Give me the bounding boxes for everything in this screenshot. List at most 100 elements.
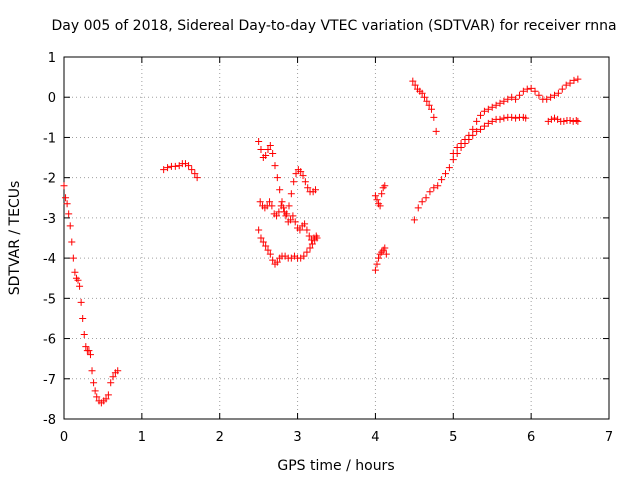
- data-point: [574, 75, 582, 83]
- data-point: [477, 111, 485, 119]
- data-point: [85, 347, 93, 355]
- data-point: [255, 226, 263, 234]
- data-point: [512, 95, 520, 103]
- data-point: [276, 186, 284, 194]
- data-point: [306, 244, 314, 252]
- plot-frame: [63, 56, 610, 420]
- data-point: [376, 202, 384, 210]
- data-point: [488, 117, 496, 125]
- data-point: [93, 393, 101, 401]
- y-tick-label: -5: [43, 292, 56, 307]
- data-point: [191, 170, 199, 178]
- data-point: [551, 91, 558, 99]
- data-point: [273, 212, 281, 220]
- data-point: [560, 117, 568, 125]
- data-point: [382, 250, 390, 258]
- data-point: [290, 178, 298, 186]
- data-point: [296, 226, 304, 234]
- data-point: [289, 212, 297, 220]
- data-point: [473, 127, 481, 135]
- data-point: [375, 254, 383, 262]
- data-point: [76, 282, 84, 290]
- data-point: [523, 85, 531, 93]
- data-point: [266, 250, 274, 258]
- data-point: [109, 373, 117, 381]
- data-point: [66, 222, 74, 230]
- data-point: [255, 137, 263, 145]
- data-point: [438, 176, 446, 184]
- data-point: [461, 135, 469, 143]
- y-axis-label: SDTVAR / TECUs: [7, 181, 23, 296]
- x-tick-label: 3: [293, 430, 301, 445]
- data-point: [299, 172, 307, 180]
- data-point: [311, 186, 319, 194]
- data-point: [500, 97, 508, 105]
- data-point: [273, 258, 281, 266]
- data-point: [562, 81, 570, 89]
- data-point: [292, 170, 300, 178]
- data-point: [422, 194, 430, 202]
- data-point: [371, 192, 379, 200]
- x-tick-label: 0: [60, 430, 68, 445]
- data-point: [465, 131, 473, 139]
- data-point: [91, 387, 99, 395]
- data-point: [535, 91, 543, 99]
- data-point: [519, 87, 527, 95]
- y-tick-label: -1: [43, 131, 56, 146]
- data-point: [432, 127, 440, 135]
- data-point: [373, 196, 381, 204]
- data-point: [527, 84, 535, 92]
- data-point: [409, 77, 417, 85]
- data-point: [570, 76, 578, 84]
- data-point: [572, 117, 580, 125]
- data-point: [508, 93, 516, 101]
- data-point: [269, 150, 277, 158]
- data-point: [442, 170, 449, 178]
- data-point: [373, 260, 381, 268]
- data-point: [257, 146, 265, 154]
- data-point: [430, 113, 438, 121]
- data-point: [301, 220, 309, 228]
- data-point: [522, 114, 530, 122]
- data-point: [496, 115, 504, 123]
- chart-title: Day 005 of 2018, Sidereal Day-to-day VTE…: [51, 18, 616, 34]
- data-point: [82, 343, 90, 351]
- data-point: [271, 162, 279, 170]
- data-point: [504, 95, 512, 103]
- data-point: [88, 367, 96, 375]
- data-point: [62, 194, 70, 202]
- data-point: [266, 198, 274, 206]
- data-point: [280, 204, 288, 212]
- data-point: [257, 234, 265, 242]
- data-point: [273, 174, 281, 182]
- data-point: [496, 99, 504, 107]
- data-point: [449, 156, 457, 164]
- data-point: [114, 367, 122, 375]
- data-point: [69, 254, 77, 262]
- data-point: [488, 103, 496, 111]
- data-point: [305, 232, 313, 240]
- y-tick-label: 0: [48, 91, 56, 106]
- data-point: [515, 91, 523, 99]
- data-point: [480, 107, 488, 115]
- data-point: [65, 210, 73, 218]
- data-point: [473, 117, 481, 125]
- data-point: [275, 208, 283, 216]
- axis-ticks: 0 1 2 3 4 5 6 7 1 0 -1 -2 -3 -4 -5 -6 -7 -8: [43, 51, 613, 445]
- data-point: [554, 89, 562, 97]
- data-point: [278, 198, 286, 206]
- data-point: [543, 95, 551, 103]
- data-point: [566, 79, 574, 87]
- data-point: [77, 298, 85, 306]
- data-point: [68, 238, 76, 246]
- data-point: [285, 202, 293, 210]
- data-point: [308, 240, 316, 248]
- x-tick-label: 5: [449, 430, 457, 445]
- data-point: [547, 93, 555, 101]
- data-point: [188, 166, 196, 174]
- data-point: [427, 105, 435, 113]
- data-point: [171, 162, 179, 170]
- data-point: [313, 234, 321, 242]
- data-point: [301, 178, 309, 186]
- data-point: [86, 351, 94, 359]
